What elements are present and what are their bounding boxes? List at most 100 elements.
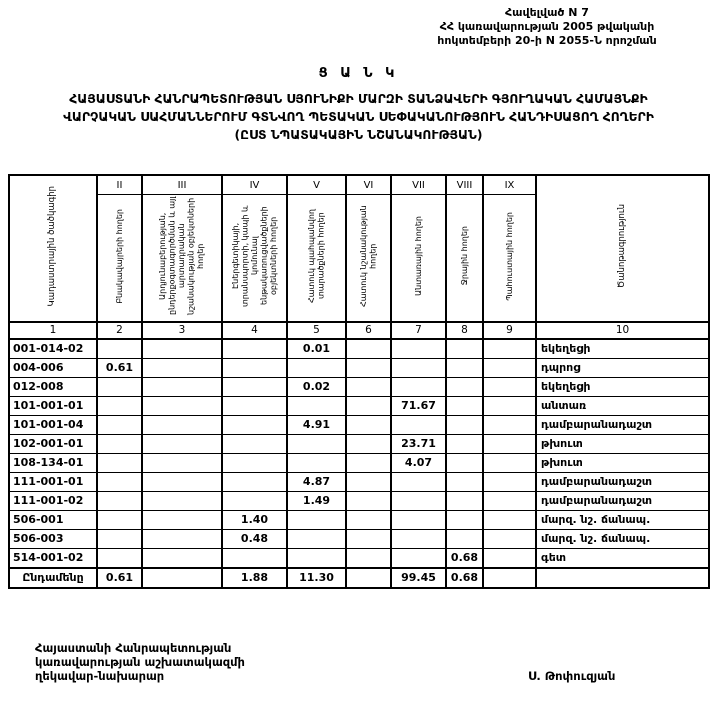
note-column-header: Ծանոթագրություն [535, 174, 710, 323]
value-cell: 0.68 [445, 548, 484, 569]
header-forest-lands: Անտառային հողեր [390, 194, 447, 323]
table-row: 101-001-01 71.67 անտառ [8, 396, 710, 416]
table-row: 102-001-01 23.71 թխուտ [8, 434, 710, 454]
value-cell [141, 358, 223, 378]
value-cell [482, 358, 537, 378]
header-protected-lands-label: Հատուկ պահպանվող տարածքների հողեր [307, 209, 326, 303]
note-cell: մարզ. նշ. ճանապ. [535, 529, 710, 549]
value-cell [96, 510, 143, 530]
value-cell [345, 529, 392, 549]
value-cell: 4.87 [286, 472, 347, 492]
value-cell [286, 358, 347, 378]
value-cell [390, 472, 447, 492]
note-cell [535, 567, 710, 589]
note-cell: մարզ. նշ. ճանապ. [535, 510, 710, 530]
value-cell [345, 434, 392, 454]
roman-numeral-VIII: VIII [445, 174, 484, 195]
value-cell [221, 358, 288, 378]
value-cell [482, 567, 537, 589]
cadastral-code-header: Կադաստրային ծածկագիր [8, 174, 98, 323]
signatory-line-2: կառավարության աշխատակազմի [35, 655, 245, 669]
appendix-line-2: ՀՀ կառավարության 2005 թվականի [439, 20, 655, 33]
value-cell: 1.40 [221, 510, 288, 530]
value-cell: 0.02 [286, 377, 347, 397]
column-number-3: 3 [141, 321, 223, 340]
value-cell [141, 338, 223, 359]
note-column-header-label: Ծանոթագրություն [616, 204, 627, 289]
note-cell: անտառ [535, 396, 710, 416]
note-cell: թխուտ [535, 453, 710, 473]
table-row: 108-134-01 4.07 թխուտ [8, 453, 710, 473]
value-cell [482, 434, 537, 454]
value-cell [221, 377, 288, 397]
value-cell [96, 453, 143, 473]
value-cell [221, 338, 288, 359]
value-cell [345, 453, 392, 473]
appendix-line-1: Հավելված N 7 [505, 6, 589, 19]
value-cell [286, 548, 347, 569]
total-label-cell: Ընդամենը [8, 567, 98, 589]
cadastral-code-cell: 004-006 [8, 358, 98, 378]
cadastral-code-cell: 101-001-04 [8, 415, 98, 435]
appendix-line-3: հոկտեմբերի 20-ի N 2055-Ն որոշման [437, 34, 657, 47]
column-number-9: 9 [482, 321, 537, 340]
value-cell [445, 396, 484, 416]
title-block: Ց Ա Ն Կ ՀԱՅԱՍՏԱՆԻ ՀԱՆՐԱՊԵՏՈՒԹՅԱՆ ՍՅՈՒՆԻՔ… [0, 66, 717, 144]
value-cell [345, 472, 392, 492]
subtitle-line-3: (ԸՍՏ ՆՊԱՏԱԿԱՅԻՆ ՆՇԱՆԱԿՈՒԹՅԱՆ) [234, 128, 483, 142]
header-industrial-lands-label: Արդյունաբերության, ընդերքօգտագործման և ա… [158, 196, 206, 316]
value-cell [445, 377, 484, 397]
signatory-position-block: Հայաստանի Հանրապետության կառավարության ա… [35, 641, 245, 683]
value-cell [482, 377, 537, 397]
value-cell [96, 434, 143, 454]
value-cell [141, 529, 223, 549]
note-cell: եկեղեցի [535, 377, 710, 397]
value-cell [445, 472, 484, 492]
value-cell [286, 396, 347, 416]
value-cell [345, 338, 392, 359]
column-number-5: 5 [286, 321, 347, 340]
table-row: 101-001-04 4.91 դամբարանադաշտ [8, 415, 710, 435]
value-cell [482, 472, 537, 492]
value-cell [286, 453, 347, 473]
value-cell [96, 338, 143, 359]
signatory-name: Ս. Թոփուզյան [528, 669, 616, 683]
header-infrastructure-lands: Էներգետիկայի, տրանսպորտի, կապի և կոմունա… [221, 194, 288, 323]
roman-numeral-V: V [286, 174, 347, 195]
value-cell [221, 548, 288, 569]
column-number-6: 6 [345, 321, 392, 340]
page-title: Ց Ա Ն Կ [318, 66, 399, 81]
category-header-row: Բնակավայրերի հողեր Արդյունաբերության, ըն… [9, 194, 709, 323]
table-body: 001-014-02 0.01 եկեղեցի 004-006 0.61 դպրոց 012… [8, 338, 710, 589]
value-cell [141, 472, 223, 492]
value-cell [345, 358, 392, 378]
value-cell [96, 377, 143, 397]
signatory-line-3: ղեկավար-նախարար [35, 669, 165, 683]
note-cell: թխուտ [535, 434, 710, 454]
table-row: 514-001-02 0.68 գետ [8, 548, 710, 569]
roman-numeral-row: Կադաստրային ծածկագիր II III IV V VI VII … [8, 174, 710, 323]
value-cell [221, 434, 288, 454]
value-cell [345, 415, 392, 435]
value-cell [390, 338, 447, 359]
roman-numeral-IX: IX [482, 174, 537, 195]
value-cell [345, 567, 392, 589]
value-cell [390, 415, 447, 435]
appendix-reference: Հավելված N 7 ՀՀ կառավարության 2005 թվակա… [382, 6, 712, 48]
table-row: 012-008 0.02 եկեղեցի [8, 377, 710, 397]
value-cell [141, 434, 223, 454]
header-forest-lands-label: Անտառային հողեր [413, 216, 423, 296]
subtitle-line-2: ՎԱՐՉԱԿԱՆ ՍԱՀՄԱՆՆԵՐՈՒՄ ԳՏՆՎՈՂ ՊԵՏԱԿԱՆ ՍԵՓ… [63, 110, 654, 124]
header-reserve-lands-label: Պահուստային հողեր [504, 211, 514, 301]
value-cell [345, 491, 392, 511]
cadastral-code-cell: 101-001-01 [8, 396, 98, 416]
header-special-purpose-lands-label: Հատուկ նշանակության հողեր [359, 205, 378, 307]
value-cell [445, 434, 484, 454]
value-cell [141, 510, 223, 530]
column-number-2: 2 [96, 321, 143, 340]
value-cell [482, 491, 537, 511]
cadastral-code-cell: 102-001-01 [8, 434, 98, 454]
value-cell [345, 510, 392, 530]
value-cell [221, 396, 288, 416]
header-residential-lands-label: Բնակավայրերի հողեր [114, 208, 124, 304]
